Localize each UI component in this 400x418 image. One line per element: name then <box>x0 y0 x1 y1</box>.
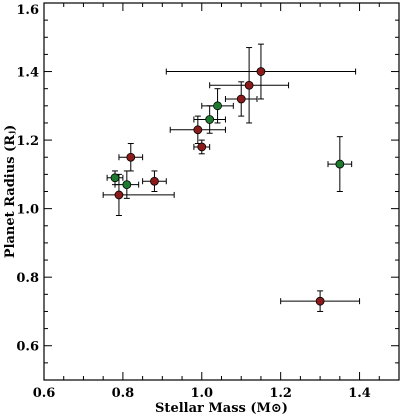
chart-marks <box>102 43 361 312</box>
marker-red <box>126 152 136 162</box>
y-tick-label: 0.6 <box>16 340 39 355</box>
y-tick-label: 1.0 <box>16 203 39 218</box>
data-point-red <box>165 43 357 100</box>
marker-red <box>236 94 246 104</box>
x-tick-label: 1.4 <box>348 386 371 401</box>
tick-labels: 0.6 0.8 1.0 1.2 1.4 0.6 0.8 1.0 1.2 1.4 1.6 <box>16 3 370 401</box>
x-tick-label: 1.2 <box>269 386 292 401</box>
marker-green <box>205 115 215 124</box>
y-tick-label: 1.4 <box>16 66 39 81</box>
data-point-green <box>114 170 140 199</box>
plot-frame <box>43 2 400 381</box>
data-point-green <box>106 170 124 186</box>
x-tick-label: 0.8 <box>112 386 135 401</box>
marker-red <box>197 142 207 152</box>
data-point-red <box>193 139 211 155</box>
data-point-green <box>201 88 234 124</box>
x-axis-label: Stellar Mass (M⊙) <box>155 401 288 416</box>
marker-red <box>193 125 203 135</box>
y-tick-label: 0.8 <box>16 271 39 286</box>
marker-red <box>315 296 325 306</box>
marker-red <box>244 80 254 90</box>
marker-green <box>213 101 222 111</box>
data-point-red <box>169 115 226 145</box>
axis-ticks <box>43 2 400 381</box>
marker-red <box>150 176 159 186</box>
data-point-red <box>280 290 361 312</box>
x-tick-label: 0.6 <box>33 386 56 401</box>
y-tick-label: 1.2 <box>16 134 39 149</box>
marker-green <box>110 173 120 183</box>
marker-red <box>114 190 124 200</box>
x-tick-label: 1.0 <box>190 386 213 401</box>
marker-green <box>122 180 132 190</box>
data-point-red <box>209 47 290 124</box>
data-point-red <box>118 143 144 172</box>
data-point-red <box>102 173 175 216</box>
data-point-red <box>224 81 258 117</box>
marker-red <box>256 67 266 76</box>
y-tick-label: 1.6 <box>16 3 39 18</box>
data-point-green <box>193 105 226 134</box>
data-point-red <box>142 170 167 192</box>
data-point-green <box>327 136 353 192</box>
y-axis-label: Planet Radius (Rⱼ) <box>3 125 18 258</box>
marker-green <box>335 159 345 169</box>
